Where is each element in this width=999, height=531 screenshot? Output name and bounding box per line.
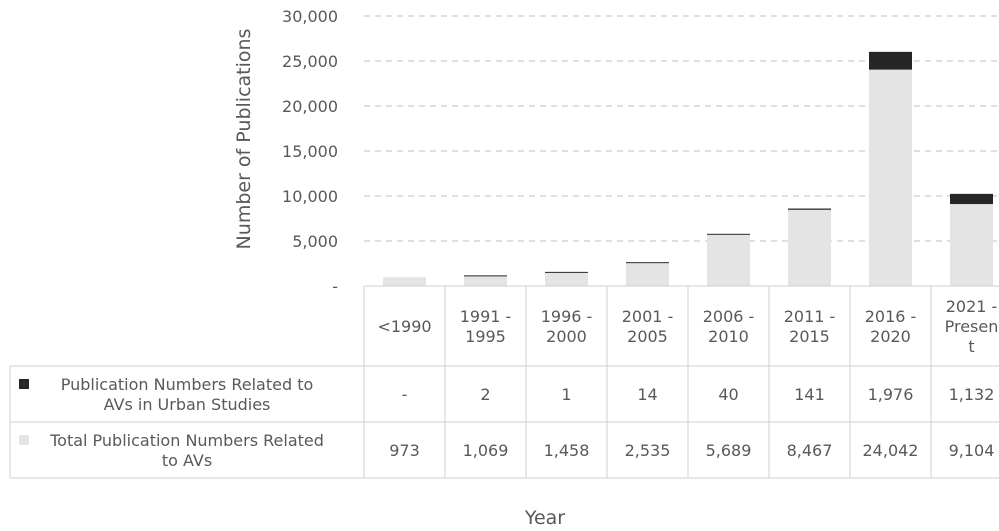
bar-urban-studies [545,271,588,273]
y-tick-label: - [332,277,338,296]
bar-urban-studies [788,208,831,210]
data-label: 5,689 [706,441,752,460]
data-label: 1,976 [868,385,914,404]
bar-urban-studies [950,193,993,205]
bar-urban-studies [464,275,507,277]
bar-total [869,69,912,286]
bar-urban-studies [869,51,912,70]
y-tick-label: 10,000 [282,187,338,206]
bar-total [950,204,993,286]
data-label: 2 [480,385,490,404]
y-tick-label: 15,000 [282,142,338,161]
data-label: 973 [389,441,420,460]
data-label: 1,458 [544,441,590,460]
data-label: 14 [637,385,657,404]
x-tick-label: 2016 -2020 [865,307,917,346]
legend-swatch [19,435,29,445]
data-label: 24,042 [863,441,919,460]
bar-total [383,277,426,286]
data-label: 1 [561,385,571,404]
y-axis-label: Number of Publications [233,29,255,250]
x-tick-label: 1996 -2000 [541,307,593,346]
x-tick-label: 2021 -Presen t [945,297,999,356]
x-tick-label: <1990 [377,317,431,336]
data-label: 2,535 [625,441,671,460]
legend-swatch [19,379,29,389]
bar-total [788,209,831,286]
y-axis-ticks: - 5,000 10,000 15,000 20,000 25,000 30,000 [282,7,338,296]
x-tick-label: 1991 -1995 [460,307,512,346]
y-tick-label: 30,000 [282,7,338,26]
data-label: - [402,385,408,404]
bar-urban-studies [626,262,669,264]
legend-urban-studies: Publication Numbers Related to AVs in Urb… [61,375,314,414]
data-label: 1,069 [463,441,509,460]
x-tick-label: 2001 -2005 [622,307,674,346]
bar-total [464,276,507,286]
bar-total [626,263,669,286]
data-label: 9,104 [949,441,995,460]
legend-total: Total Publication Numbers Related to AVs [49,431,324,470]
y-tick-label: 25,000 [282,52,338,71]
bars [383,51,993,286]
bar-total [707,234,750,286]
y-tick-label: 5,000 [292,232,338,251]
x-tick-label: 2011 -2015 [784,307,836,346]
data-label: 1,132 [949,385,995,404]
bar-total [545,272,588,286]
data-table: <1990 1991 -1995 1996 -2000 2001 -2005 2006 … [9,285,999,479]
bar-urban-studies [707,233,750,235]
x-tick-label: 2006 -2010 [703,307,755,346]
y-tick-label: 20,000 [282,97,338,116]
data-label: 141 [794,385,825,404]
x-axis-label: Year [524,507,565,529]
data-label: 8,467 [787,441,833,460]
data-label: 40 [718,385,738,404]
